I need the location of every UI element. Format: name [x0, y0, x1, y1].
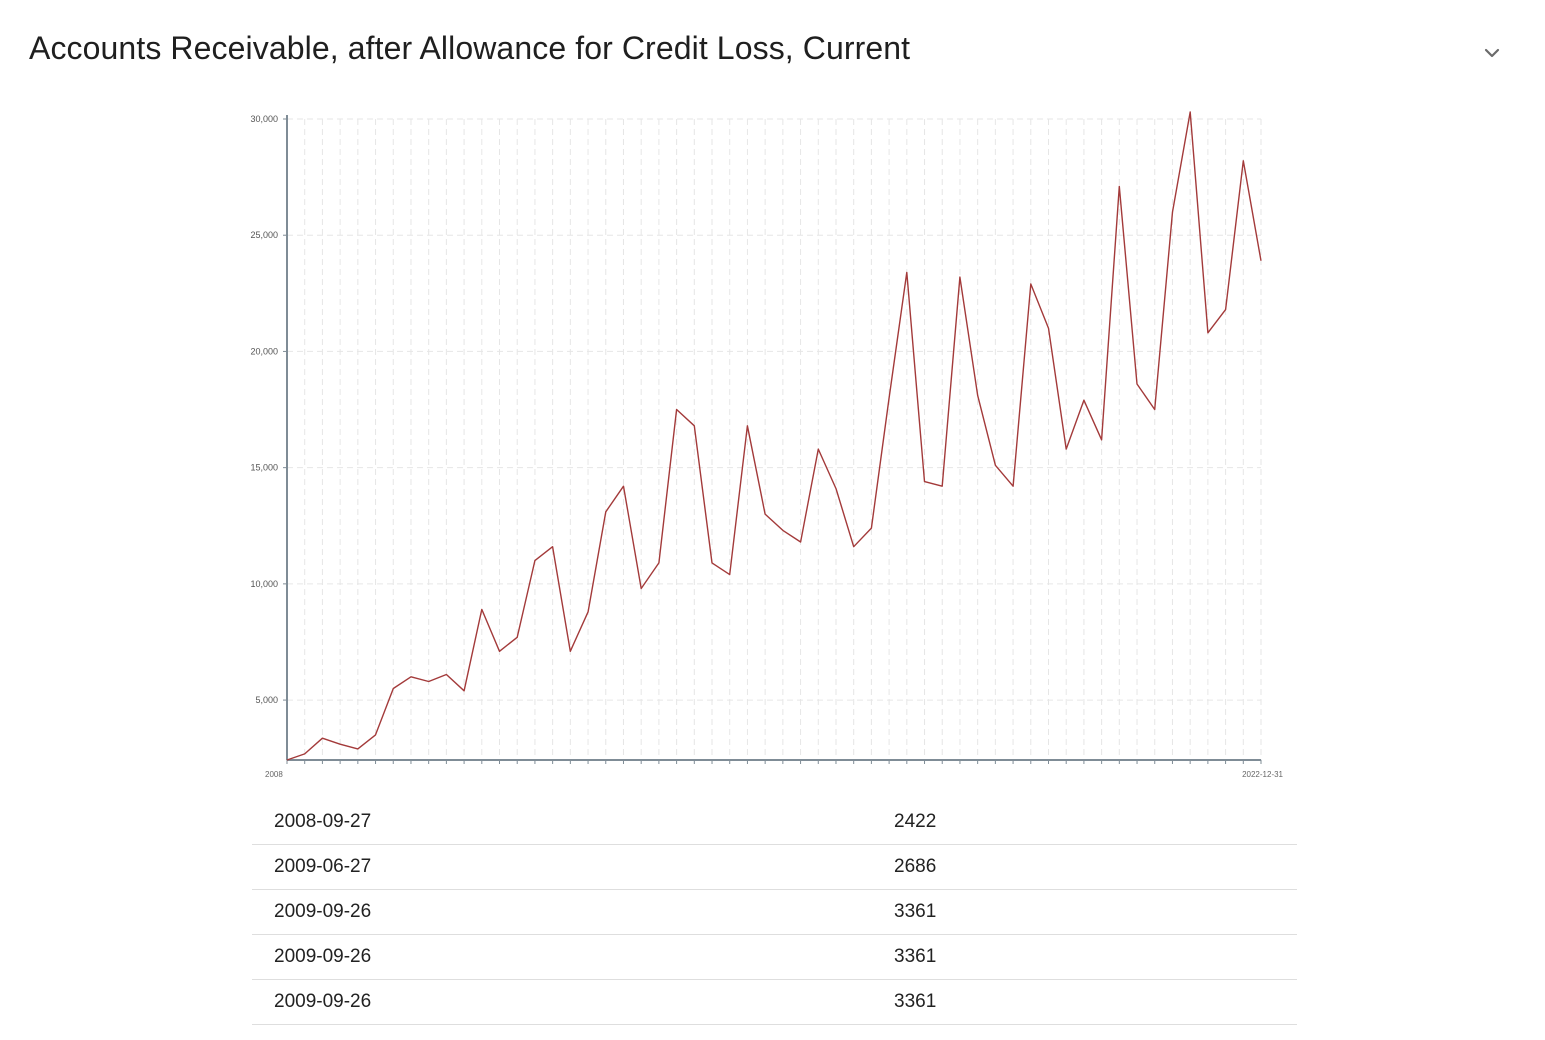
table-row: 2009-09-26 3361: [252, 934, 1297, 980]
data-point[interactable]: [443, 672, 449, 678]
data-point[interactable]: [302, 751, 308, 757]
data-point[interactable]: [762, 511, 768, 517]
data-point[interactable]: [815, 446, 821, 452]
data-point[interactable]: [833, 486, 839, 492]
data-point[interactable]: [957, 274, 963, 280]
date-cell: 2008-09-27: [252, 800, 894, 845]
data-point[interactable]: [1134, 381, 1140, 387]
data-point[interactable]: [1187, 109, 1193, 115]
header: Accounts Receivable, after Allowance for…: [29, 26, 1505, 74]
data-point[interactable]: [922, 479, 928, 485]
data-point[interactable]: [603, 509, 609, 515]
value-cell: 2422: [894, 800, 1297, 845]
y-tick-label: 10,000: [250, 579, 278, 589]
data-point[interactable]: [904, 269, 910, 275]
value-cell: 2686: [894, 844, 1297, 890]
data-point[interactable]: [744, 423, 750, 429]
data-point[interactable]: [620, 483, 626, 489]
data-point[interactable]: [780, 527, 786, 533]
data-point[interactable]: [868, 525, 874, 531]
data-point[interactable]: [674, 407, 680, 413]
data-point[interactable]: [373, 732, 379, 738]
data-point[interactable]: [550, 544, 556, 550]
data-point[interactable]: [585, 609, 591, 615]
value-cell: 3361: [894, 934, 1297, 980]
collapse-toggle-button[interactable]: [1474, 38, 1510, 68]
data-point[interactable]: [727, 572, 733, 578]
data-point[interactable]: [691, 423, 697, 429]
data-point[interactable]: [975, 393, 981, 399]
table-row: 2009-06-27 2686: [252, 844, 1297, 890]
data-point[interactable]: [514, 634, 520, 640]
chevron-down-icon: [1484, 48, 1500, 58]
table-row: 2009-09-26 3361: [252, 979, 1297, 1025]
data-point[interactable]: [709, 560, 715, 566]
data-point[interactable]: [851, 544, 857, 550]
data-point[interactable]: [1010, 483, 1016, 489]
chart-container: 5,000 10,000 15,000 20,000 25,000 30,000 2008 2…: [250, 109, 1284, 779]
data-point[interactable]: [532, 558, 538, 564]
data-point[interactable]: [319, 735, 325, 741]
data-point[interactable]: [939, 483, 945, 489]
data-point[interactable]: [408, 674, 414, 680]
date-cell: 2009-09-26: [252, 934, 894, 980]
data-point[interactable]: [479, 606, 485, 612]
data-point[interactable]: [1258, 258, 1264, 264]
data-point[interactable]: [992, 462, 998, 468]
data-point[interactable]: [1028, 281, 1034, 287]
data-point[interactable]: [1205, 330, 1211, 336]
y-tick-label: 20,000: [250, 346, 278, 356]
data-point[interactable]: [1063, 446, 1069, 452]
data-point[interactable]: [1045, 325, 1051, 331]
series-line: [286, 111, 1262, 761]
y-tick-label: 30,000: [250, 114, 278, 124]
value-cell: 3361: [894, 979, 1297, 1025]
data-point[interactable]: [461, 688, 467, 694]
date-cell: 2009-09-26: [252, 889, 894, 935]
data-table: 2008-09-27 2422 2009-06-27 2686 2009-09-26 33…: [252, 800, 1297, 1025]
data-point[interactable]: [656, 560, 662, 566]
data-point[interactable]: [355, 746, 361, 752]
y-tick-label: 25,000: [250, 230, 278, 240]
data-point[interactable]: [1223, 307, 1229, 313]
table-row: 2009-09-26 3361: [252, 889, 1297, 935]
data-point[interactable]: [1169, 209, 1175, 215]
value-cell: 3361: [894, 889, 1297, 935]
data-point[interactable]: [798, 539, 804, 545]
data-point[interactable]: [886, 395, 892, 401]
data-point[interactable]: [1240, 158, 1246, 164]
data-point[interactable]: [638, 586, 644, 592]
data-point[interactable]: [1081, 397, 1087, 403]
data-point[interactable]: [284, 757, 290, 763]
page-title: Accounts Receivable, after Allowance for…: [29, 30, 911, 66]
data-point[interactable]: [426, 678, 432, 684]
date-cell: 2009-09-26: [252, 979, 894, 1025]
table-row: 2008-09-27 2422: [252, 800, 1297, 845]
line-chart: 5,000 10,000 15,000 20,000 25,000 30,000 2008 2…: [250, 109, 1284, 779]
y-tick-label: 15,000: [250, 463, 278, 473]
data-point[interactable]: [390, 685, 396, 691]
data-point[interactable]: [1152, 407, 1158, 413]
x-tick-label: 2022-12-31: [1242, 770, 1283, 779]
x-tick-label: 2008: [265, 770, 283, 779]
data-point[interactable]: [337, 741, 343, 747]
data-point[interactable]: [1099, 437, 1105, 443]
date-cell: 2009-06-27: [252, 844, 894, 890]
data-point[interactable]: [497, 648, 503, 654]
y-tick-label: 5,000: [255, 695, 278, 705]
data-point[interactable]: [567, 648, 573, 654]
data-point[interactable]: [1116, 183, 1122, 189]
